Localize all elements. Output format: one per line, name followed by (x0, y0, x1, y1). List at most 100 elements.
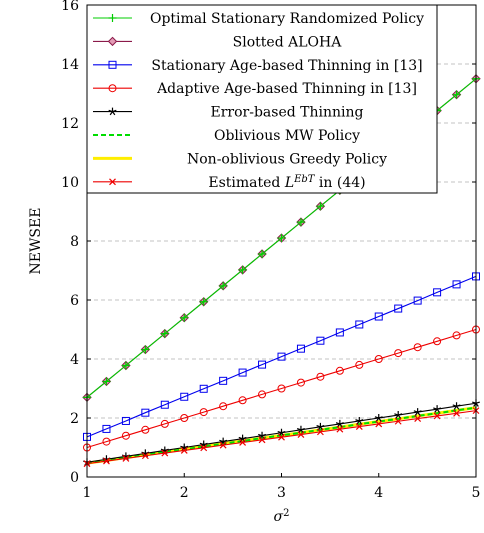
legend-entry: Stationary Age-based Thinning in [13] (93, 58, 423, 74)
data-point (296, 344, 305, 353)
data-point (102, 377, 111, 386)
legend-label: Error-based Thinning (211, 105, 364, 121)
data-point (374, 312, 383, 321)
data-point (316, 202, 325, 211)
data-point (433, 288, 442, 297)
data-point (335, 328, 344, 337)
data-point (374, 355, 383, 363)
data-point (258, 436, 266, 444)
legend-marker (108, 84, 117, 93)
data-point (335, 366, 344, 375)
data-point (121, 416, 130, 425)
data-point (122, 454, 130, 462)
data-point (102, 424, 111, 433)
legend-label: Estimated LEbT in (44) (208, 173, 365, 191)
data-point (355, 320, 364, 329)
x-tick-label: 5 (472, 485, 481, 501)
series-5 (86, 406, 477, 465)
legend-marker (109, 178, 116, 186)
data-point (316, 428, 324, 436)
data-point (180, 392, 189, 401)
x-tick-label: 2 (180, 485, 189, 501)
x-tick-label: 3 (277, 485, 286, 501)
data-point (414, 415, 422, 423)
series-line (86, 328, 477, 449)
legend-entry: Oblivious MW Policy (93, 128, 360, 144)
series-line (86, 406, 477, 465)
data-point (103, 457, 110, 465)
data-point (161, 449, 169, 457)
data-point (141, 345, 150, 354)
data-point (277, 352, 286, 361)
data-point (433, 412, 441, 420)
data-point (375, 420, 383, 428)
data-point (141, 425, 150, 434)
data-point (316, 336, 325, 345)
data-point (219, 441, 227, 449)
data-point (160, 400, 169, 409)
data-point (180, 447, 188, 454)
data-point (160, 329, 169, 338)
legend-label: Oblivious MW Policy (214, 128, 360, 144)
data-point (296, 425, 305, 434)
data-point (452, 331, 461, 340)
data-point (297, 431, 305, 438)
data-point (453, 409, 460, 417)
legend-entry: Adaptive Age-based Thinning in [13] (93, 81, 417, 97)
data-point (296, 218, 305, 227)
data-point (160, 419, 169, 428)
data-point (199, 297, 208, 306)
data-point (258, 360, 267, 369)
data-point (258, 249, 267, 258)
y-tick-label: 10 (61, 175, 79, 191)
data-point (335, 419, 344, 428)
data-point (433, 405, 442, 413)
data-point (316, 372, 325, 381)
data-point (278, 433, 285, 441)
data-point (258, 390, 267, 399)
x-axis-label: σ2 (274, 508, 290, 526)
data-point (219, 402, 228, 411)
data-point (355, 423, 363, 430)
data-point (277, 428, 286, 437)
y-tick-label: 2 (70, 411, 79, 427)
y-tick-label: 0 (70, 470, 79, 486)
y-tick-label: 8 (70, 234, 79, 250)
data-point (394, 304, 403, 313)
legend-label: Slotted ALOHA (233, 34, 343, 50)
data-point (355, 416, 364, 425)
y-tick-label: 12 (61, 116, 79, 132)
data-point (394, 417, 402, 425)
data-point (374, 414, 383, 422)
legend-label: Stationary Age-based Thinning in [13] (151, 58, 422, 74)
data-point (355, 360, 364, 369)
legend-label: Optimal Stationary Randomized Policy (150, 11, 424, 27)
data-point (102, 437, 111, 446)
data-point (238, 396, 247, 405)
data-point (394, 349, 403, 358)
x-tick-label: 4 (374, 485, 383, 501)
data-point (413, 408, 422, 416)
legend-marker (108, 60, 117, 69)
data-point (199, 384, 208, 393)
legend-entry: Estimated LEbT in (44) (93, 173, 366, 191)
data-point (180, 313, 189, 322)
x-tick-label: 1 (83, 485, 92, 501)
data-point (180, 414, 189, 422)
data-point (219, 281, 228, 290)
y-axis-label: NEWSEE (28, 208, 44, 275)
legend-marker (108, 14, 117, 22)
series-2 (83, 272, 480, 441)
data-point (296, 378, 305, 387)
data-point (277, 234, 286, 243)
data-point (121, 361, 130, 370)
legend-marker (107, 36, 118, 47)
legend-marker (108, 107, 117, 116)
legend: Optimal Stationary Randomized Policy Slot… (86, 4, 438, 194)
data-point (141, 408, 150, 417)
data-point (452, 402, 461, 410)
legend-entry: Slotted ALOHA (93, 34, 342, 50)
data-point (238, 434, 247, 443)
